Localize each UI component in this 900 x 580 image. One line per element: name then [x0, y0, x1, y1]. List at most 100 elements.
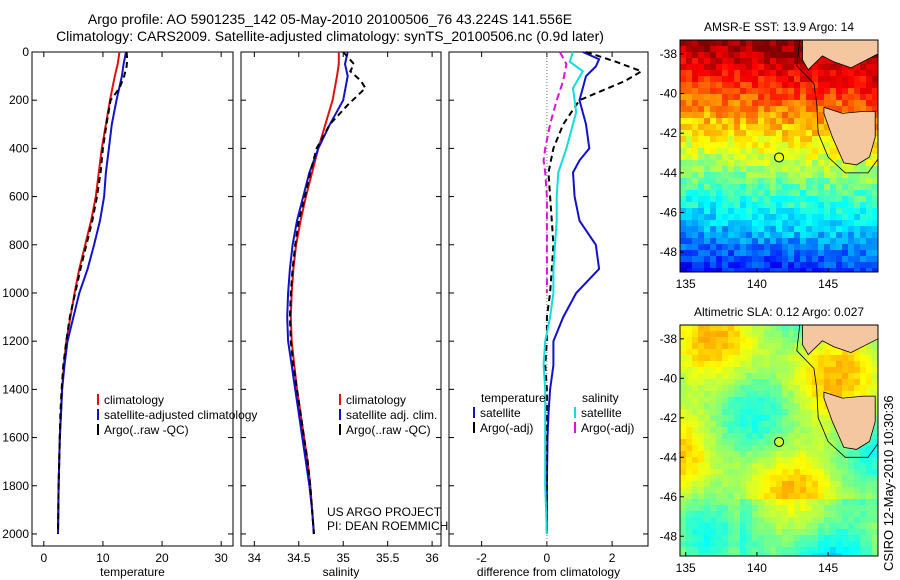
map-cell [782, 397, 788, 403]
map-cell [842, 88, 848, 94]
map-cell [806, 94, 812, 100]
map-cell [686, 409, 692, 415]
map-cell [716, 256, 722, 262]
map-cell [728, 64, 734, 70]
map-cell [824, 178, 830, 184]
map-cell [776, 160, 782, 166]
map-cell [752, 415, 758, 421]
map-cell [680, 220, 686, 226]
map-cell [866, 76, 872, 82]
map-cell [818, 220, 824, 226]
map-cell [728, 46, 734, 52]
map-cell [758, 553, 764, 556]
map-cell [740, 100, 746, 106]
map-cell [854, 523, 860, 529]
map-cell [716, 415, 722, 421]
map-cell [854, 349, 860, 355]
map-cell [764, 409, 770, 415]
shelf-contour [796, 324, 879, 458]
map-cell [734, 415, 740, 421]
map-cell [764, 130, 770, 136]
map-cell [686, 481, 692, 487]
map-cell [770, 190, 776, 196]
map-cell [860, 220, 866, 226]
map-cell [728, 70, 734, 76]
map-cell [794, 403, 800, 409]
map-y-tick-label: -40 [660, 87, 678, 101]
map-cell [788, 256, 794, 262]
map-cell [776, 52, 782, 58]
map-cell [776, 409, 782, 415]
map-cell [854, 511, 860, 517]
map-cell [686, 379, 692, 385]
map-cell [728, 58, 734, 64]
map-cell [764, 487, 770, 493]
map-cell [776, 88, 782, 94]
map-cell [818, 361, 824, 367]
map-cell [866, 160, 872, 166]
map-cell [782, 325, 788, 331]
map-cell [800, 493, 806, 499]
map-cell [704, 553, 710, 556]
map-cell [704, 427, 710, 433]
map-cell [704, 244, 710, 250]
map-cell [746, 232, 752, 238]
map-cell [788, 112, 794, 118]
map-cell [872, 463, 878, 469]
map-cell [872, 349, 878, 355]
map-cell [794, 154, 800, 160]
map-cell [824, 232, 830, 238]
map-y-tick-label: -44 [660, 166, 678, 180]
map-cell [824, 505, 830, 511]
map-cell [698, 226, 704, 232]
map-cell [698, 505, 704, 511]
map-cell [836, 475, 842, 481]
map-cell [752, 337, 758, 343]
map-cell [782, 250, 788, 256]
map-cell [728, 547, 734, 553]
map-cell [866, 172, 872, 178]
map-cell [728, 88, 734, 94]
map-cell [722, 148, 728, 154]
legend-title-salinity: salinity [582, 391, 619, 405]
map-cell [788, 391, 794, 397]
map-cell [782, 469, 788, 475]
map-cell [722, 82, 728, 88]
map-cell [770, 439, 776, 445]
map-cell [788, 142, 794, 148]
map-cell [824, 160, 830, 166]
map-cell [698, 166, 704, 172]
map-cell [818, 112, 824, 118]
map-cell [806, 481, 812, 487]
map-cell [704, 112, 710, 118]
map-cell [740, 190, 746, 196]
map-cell [692, 232, 698, 238]
map-cell [866, 343, 872, 349]
map-cell [764, 517, 770, 523]
map-cell [710, 409, 716, 415]
y-tick-label: 1600 [2, 431, 29, 445]
map-cell [710, 52, 716, 58]
map-cell [710, 445, 716, 451]
map-cell [782, 517, 788, 523]
map-cell [842, 475, 848, 481]
map-cell [854, 469, 860, 475]
map-cell [776, 547, 782, 553]
map-cell [776, 106, 782, 112]
map-cell [716, 214, 722, 220]
map-cell [698, 409, 704, 415]
map-cell [872, 439, 878, 445]
map-cell [734, 124, 740, 130]
map-cell [872, 391, 878, 397]
map-cell [740, 112, 746, 118]
map-cell [680, 457, 686, 463]
map-cell [764, 445, 770, 451]
map-cell [794, 100, 800, 106]
map-cell [692, 361, 698, 367]
map-cell [716, 541, 722, 547]
map-cell [692, 64, 698, 70]
map-cell [686, 433, 692, 439]
map-cell [734, 250, 740, 256]
map-cell [872, 373, 878, 379]
